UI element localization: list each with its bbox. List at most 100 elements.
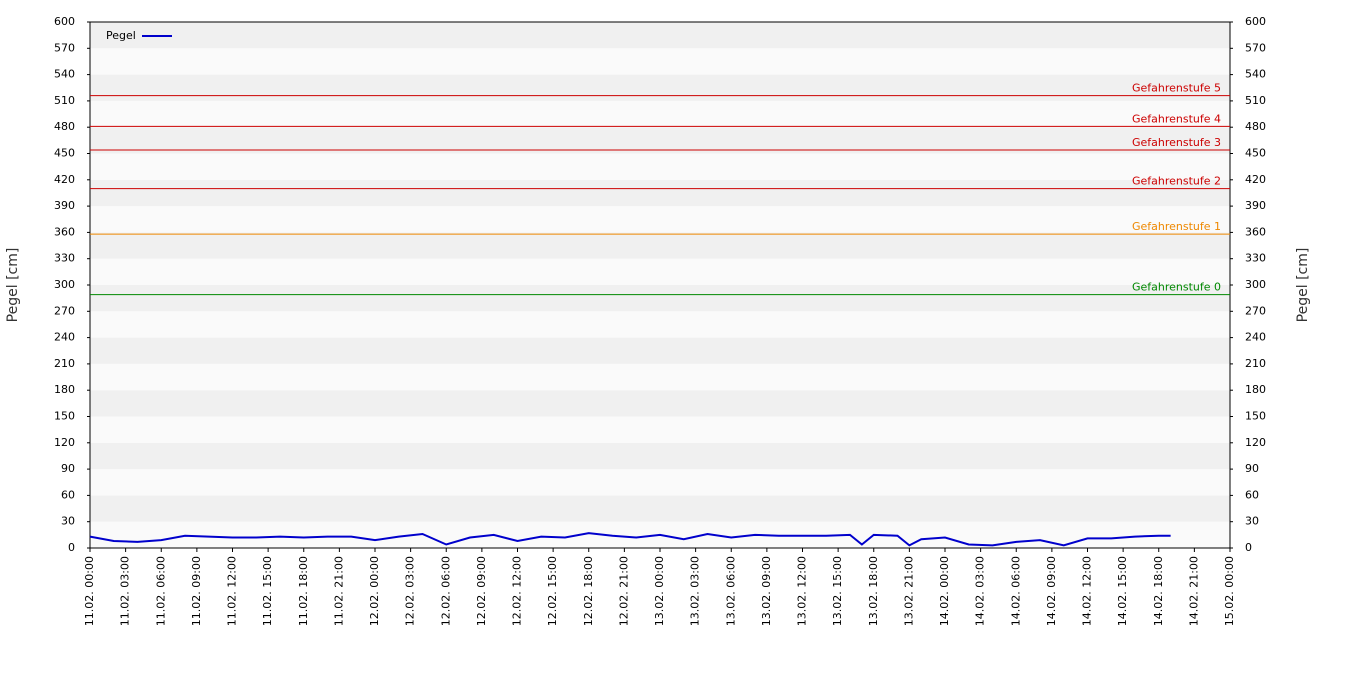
y-tick-label: 420 xyxy=(54,173,75,186)
legend-label: Pegel xyxy=(106,29,136,42)
y-tick-label: 540 xyxy=(54,68,75,81)
grid-band xyxy=(90,258,1230,285)
x-tick-label: 13.02. 00:00 xyxy=(653,556,666,626)
y2-tick-label: 60 xyxy=(1245,488,1259,501)
grid-band xyxy=(90,179,1230,207)
grid-band xyxy=(90,390,1230,417)
grid-band xyxy=(90,285,1230,312)
y-tick-label: 240 xyxy=(54,331,75,344)
x-tick-label: 12.02. 21:00 xyxy=(617,556,630,626)
x-tick-label: 12.02. 09:00 xyxy=(475,556,488,626)
y2-tick-label: 420 xyxy=(1245,173,1266,186)
y2-tick-label: 30 xyxy=(1245,515,1259,528)
x-tick-label: 14.02. 06:00 xyxy=(1009,556,1022,626)
y2-tick-label: 510 xyxy=(1245,94,1266,107)
y2-tick-label: 210 xyxy=(1245,357,1266,370)
y-tick-label: 300 xyxy=(54,278,75,291)
grid-band xyxy=(90,74,1230,101)
x-tick-label: 11.02. 03:00 xyxy=(119,556,132,626)
grid-band xyxy=(90,311,1230,338)
x-tick-label: 14.02. 12:00 xyxy=(1081,556,1094,626)
x-tick-label: 11.02. 06:00 xyxy=(154,556,167,626)
x-tick-label: 14.02. 21:00 xyxy=(1187,556,1200,626)
grid-band xyxy=(90,495,1230,522)
x-tick-label: 12.02. 18:00 xyxy=(582,556,595,626)
y2-tick-label: 330 xyxy=(1245,252,1266,265)
x-tick-label: 13.02. 18:00 xyxy=(867,556,880,626)
x-tick-label: 12.02. 15:00 xyxy=(546,556,559,626)
grid-band xyxy=(90,416,1230,443)
y-tick-label: 60 xyxy=(61,488,75,501)
y2-axis-title: Pegel [cm] xyxy=(1295,248,1311,323)
x-tick-label: 11.02. 15:00 xyxy=(261,556,274,626)
x-tick-label: 12.02. 12:00 xyxy=(511,556,524,626)
x-tick-label: 11.02. 18:00 xyxy=(297,556,310,626)
grid-band xyxy=(90,22,1230,49)
threshold-label: Gefahrenstufe 2 xyxy=(1132,175,1221,188)
threshold-label: Gefahrenstufe 4 xyxy=(1132,112,1221,125)
y2-tick-label: 570 xyxy=(1245,41,1266,54)
threshold-label: Gefahrenstufe 0 xyxy=(1132,281,1221,294)
grid-band xyxy=(90,153,1230,180)
x-tick-label: 13.02. 09:00 xyxy=(760,556,773,626)
y-axis-title: Pegel [cm] xyxy=(5,248,21,323)
grid-band xyxy=(90,127,1230,154)
y2-tick-label: 150 xyxy=(1245,410,1266,423)
x-tick-label: 13.02. 12:00 xyxy=(796,556,809,626)
threshold-label: Gefahrenstufe 3 xyxy=(1132,136,1221,149)
y-tick-label: 270 xyxy=(54,304,75,317)
x-tick-label: 14.02. 03:00 xyxy=(974,556,987,626)
y2-tick-label: 600 xyxy=(1245,15,1266,28)
x-tick-label: 12.02. 06:00 xyxy=(439,556,452,626)
y2-tick-label: 450 xyxy=(1245,147,1266,160)
y2-tick-label: 360 xyxy=(1245,225,1266,238)
y-tick-label: 330 xyxy=(54,252,75,265)
grid-band xyxy=(90,48,1230,75)
x-tick-label: 11.02. 09:00 xyxy=(190,556,203,626)
y-tick-label: 0 xyxy=(68,541,75,554)
y-tick-label: 480 xyxy=(54,120,75,133)
x-tick-label: 14.02. 15:00 xyxy=(1116,556,1129,626)
y2-tick-label: 120 xyxy=(1245,436,1266,449)
y-tick-label: 150 xyxy=(54,410,75,423)
y-tick-label: 600 xyxy=(54,15,75,28)
x-tick-label: 14.02. 09:00 xyxy=(1045,556,1058,626)
y-tick-label: 390 xyxy=(54,199,75,212)
threshold-label: Gefahrenstufe 5 xyxy=(1132,82,1221,95)
y-tick-label: 450 xyxy=(54,147,75,160)
x-tick-label: 15.02. 00:00 xyxy=(1223,556,1236,626)
x-tick-label: 11.02. 00:00 xyxy=(83,556,96,626)
y2-tick-label: 540 xyxy=(1245,68,1266,81)
x-tick-label: 12.02. 00:00 xyxy=(368,556,381,626)
x-tick-label: 12.02. 03:00 xyxy=(404,556,417,626)
grid-band xyxy=(90,232,1230,259)
y-tick-label: 180 xyxy=(54,383,75,396)
grid-band xyxy=(90,100,1230,128)
y2-tick-label: 90 xyxy=(1245,462,1259,475)
y2-tick-label: 0 xyxy=(1245,541,1252,554)
y-tick-label: 120 xyxy=(54,436,75,449)
series-line xyxy=(89,532,1171,547)
x-tick-label: 13.02. 21:00 xyxy=(902,556,915,626)
y-tick-label: 90 xyxy=(61,462,75,475)
x-tick-label: 11.02. 21:00 xyxy=(332,556,345,626)
x-tick-label: 13.02. 06:00 xyxy=(724,556,737,626)
y2-tick-label: 270 xyxy=(1245,304,1266,317)
x-tick-label: 11.02. 12:00 xyxy=(226,556,239,626)
x-tick-label: 14.02. 18:00 xyxy=(1152,556,1165,626)
y2-tick-label: 180 xyxy=(1245,383,1266,396)
y-tick-label: 510 xyxy=(54,94,75,107)
x-tick-label: 13.02. 03:00 xyxy=(689,556,702,626)
y-tick-label: 210 xyxy=(54,357,75,370)
grid-band xyxy=(90,442,1230,470)
y-tick-label: 360 xyxy=(54,225,75,238)
y2-tick-label: 390 xyxy=(1245,199,1266,212)
grid-band xyxy=(90,337,1230,364)
grid-band xyxy=(90,206,1230,233)
threshold-label: Gefahrenstufe 1 xyxy=(1132,220,1221,233)
y-tick-label: 30 xyxy=(61,515,75,528)
y-tick-label: 570 xyxy=(54,41,75,54)
grid-band xyxy=(90,363,1230,391)
y2-tick-label: 300 xyxy=(1245,278,1266,291)
